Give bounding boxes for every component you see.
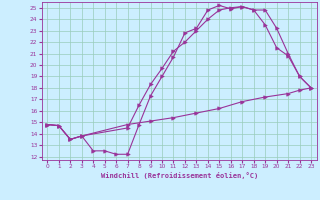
X-axis label: Windchill (Refroidissement éolien,°C): Windchill (Refroidissement éolien,°C) [100,172,258,179]
